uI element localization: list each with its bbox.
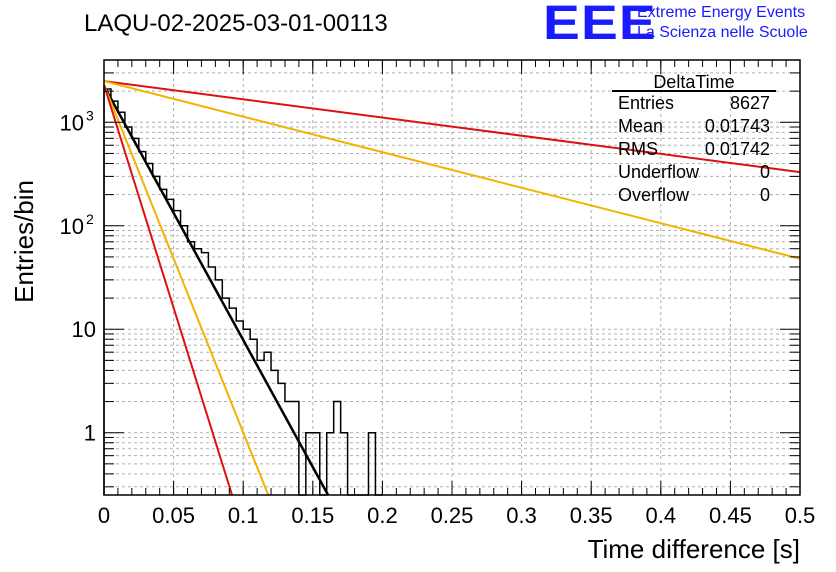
x-tick-label: 0.25: [431, 503, 474, 528]
stats-row-value: 0: [759, 162, 770, 182]
fit-line: [103, 84, 270, 496]
eee-logo: EEE: [543, 0, 657, 50]
y-tick-label: 10: [72, 317, 96, 342]
page-title: LAQU-02-2025-03-01-00113: [84, 10, 388, 37]
stats-row-label: Overflow: [618, 185, 690, 205]
y-tick-label: 10: [60, 110, 84, 135]
x-tick-label: 0.3: [506, 503, 537, 528]
fit-lines: [102, 80, 801, 496]
x-tick-label: 0.15: [291, 503, 334, 528]
logo-line-1: Extreme Energy Events: [637, 4, 806, 21]
fit-line: [103, 80, 801, 260]
y-tick-exponent: 3: [86, 107, 94, 123]
x-tick-label: 0.1: [228, 503, 259, 528]
stats-row-label: Entries: [618, 93, 675, 113]
x-tick-labels: 0 0.05 0.1 0.15 0.2 0.25 0.3 0.35 0.4 0.45 0.5: [98, 503, 815, 528]
y-tick-exponent: 2: [86, 211, 94, 227]
y-tick-label: 1: [84, 421, 96, 446]
stats-row-value: 0.01742: [704, 139, 770, 159]
axis-ticks: [103, 59, 801, 495]
y-tick-label: 10: [60, 214, 84, 239]
stats-row-label: Underflow: [618, 162, 700, 182]
x-tick-label: 0.35: [570, 503, 613, 528]
x-tick-label: 0.4: [646, 503, 677, 528]
stats-row-value: 0: [759, 185, 770, 205]
stats-row-label: Mean: [618, 116, 664, 136]
logo-line-2: La Scienza nelle Scuole: [637, 24, 808, 41]
x-tick-label: 0.45: [709, 503, 752, 528]
stats-box-title: DeltaTime: [653, 72, 734, 92]
stats-box: DeltaTime: [612, 72, 776, 92]
x-tick-label: 0: [98, 503, 110, 528]
stats-row-value: 0.01743: [704, 116, 770, 136]
x-axis-label: Time difference [s]: [588, 534, 800, 564]
fit-line: [102, 85, 330, 496]
x-tick-label: 0.5: [785, 503, 816, 528]
fit-line: [103, 80, 801, 174]
x-tick-label: 0.05: [152, 503, 195, 528]
x-tick-label: 0.2: [367, 503, 398, 528]
y-axis-label: Entries/bin: [9, 180, 39, 303]
stats-row-label: RMS: [618, 139, 658, 159]
fit-line: [103, 84, 234, 496]
stats-row-value: 8627: [729, 93, 770, 113]
